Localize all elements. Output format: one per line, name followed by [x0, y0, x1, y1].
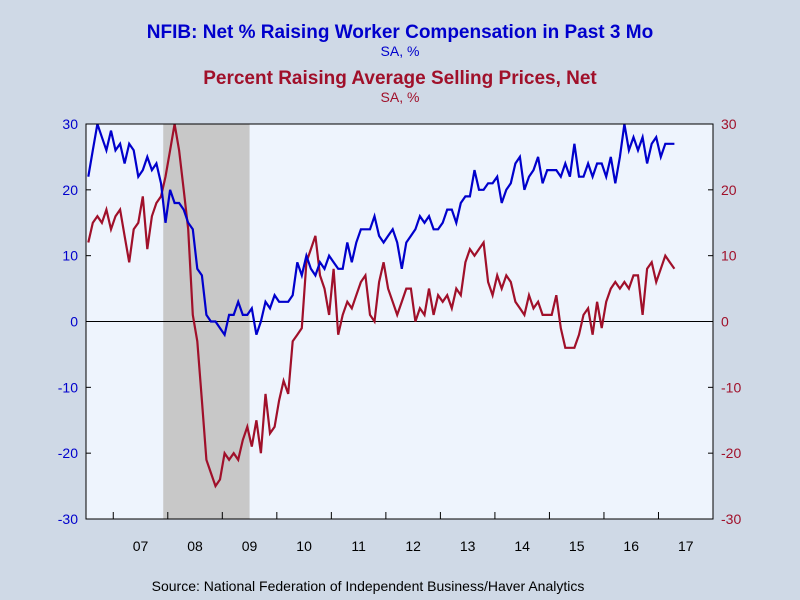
right-axis: -30 -20 -10 0 10 20 30 [708, 116, 741, 527]
left-axis-tick-label: 10 [62, 248, 78, 264]
x-axis-tick-label: 16 [623, 538, 639, 554]
right-axis-tick-label: 0 [721, 314, 729, 330]
x-axis-labels: 07 08 09 10 11 12 13 14 15 16 17 [133, 538, 694, 554]
right-axis-tick-label: -20 [721, 445, 741, 461]
right-axis-tick-label: 20 [721, 182, 737, 198]
right-axis-tick-label: -30 [721, 511, 741, 527]
x-axis-tick-label: 08 [187, 538, 203, 554]
x-axis-tick-label: 11 [351, 538, 366, 554]
left-axis-tick-label: 30 [62, 116, 78, 132]
left-axis-tick-label: 0 [70, 314, 78, 330]
series-line-prices [87, 123, 676, 489]
chart-title: NFIB: Net % Raising Worker Compensation … [147, 22, 653, 43]
x-axis-tick-label: 07 [133, 538, 149, 554]
x-axis-tick-label: 10 [296, 538, 312, 554]
left-axis-tick-label: -30 [58, 511, 78, 527]
x-axis-tick-label: 15 [569, 538, 585, 554]
x-axis-tick-label: 17 [678, 538, 694, 554]
left-axis-tick-label: 20 [62, 182, 78, 198]
chart-subtitle: Percent Raising Average Selling Prices, … [203, 68, 597, 89]
x-axis-tick-label: 09 [242, 538, 258, 554]
chart-title-unit: SA, % [381, 43, 420, 59]
x-axis-tick-label: 12 [405, 538, 421, 554]
left-axis-tick-label: -20 [58, 445, 78, 461]
right-axis-tick-label: 30 [721, 116, 737, 132]
x-axis-tick-label: 14 [514, 538, 530, 554]
right-axis-tick-label: 10 [721, 248, 737, 264]
series-line-compensation [87, 123, 675, 338]
left-axis-tick-label: -10 [58, 379, 78, 395]
right-axis-tick-label: -10 [721, 379, 741, 395]
source-note: Source: National Federation of Independe… [152, 578, 585, 594]
left-axis: -30 -20 -10 0 10 20 30 [58, 116, 91, 527]
x-axis-tick-label: 13 [460, 538, 476, 554]
chart-subtitle-unit: SA, % [381, 89, 420, 105]
plot-frame [85, 123, 714, 520]
